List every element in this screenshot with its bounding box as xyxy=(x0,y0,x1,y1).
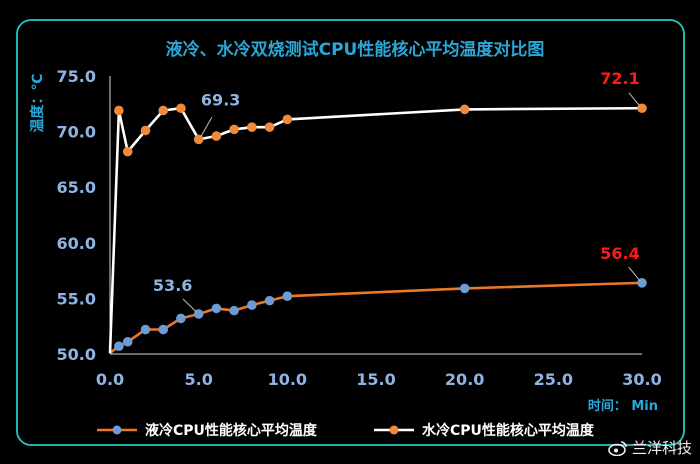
data-label-leader xyxy=(200,117,213,137)
x-tick-label: 30.0 xyxy=(622,370,661,389)
watermark-text: 兰洋科技 xyxy=(631,439,692,457)
data-point xyxy=(158,324,168,335)
data-label: 53.6 xyxy=(153,276,192,295)
series-lines xyxy=(108,106,643,354)
y-axis-title: 温度：℃ xyxy=(29,73,46,132)
data-point xyxy=(140,324,151,335)
data-label: 72.1 xyxy=(600,69,639,88)
series-markers xyxy=(114,103,647,352)
chart-title: 液冷、水冷双烧测试CPU性能核心平均温度对比图 xyxy=(166,39,545,60)
y-tick-label: 55.0 xyxy=(57,289,96,308)
x-tick-label: 25.0 xyxy=(534,370,573,389)
data-point xyxy=(193,134,204,145)
x-tick-label: 5.0 xyxy=(184,370,212,389)
data-label-leader xyxy=(628,266,641,282)
data-point xyxy=(211,131,222,141)
x-tick-label: 0.0 xyxy=(96,370,124,389)
x-tick-label: 20.0 xyxy=(445,370,484,389)
x-tick-label: 15.0 xyxy=(356,370,395,389)
data-point xyxy=(459,283,470,294)
data-point xyxy=(247,122,257,132)
data-point xyxy=(211,303,222,314)
chart-border xyxy=(16,19,685,446)
data-point xyxy=(140,125,151,136)
data-point xyxy=(176,103,186,114)
watermark: 兰洋科技 xyxy=(608,437,692,458)
y-tick-label: 60.0 xyxy=(57,234,96,253)
data-point xyxy=(114,341,124,352)
data-label-leader xyxy=(628,92,641,107)
x-axis-title: 时间： Min xyxy=(588,398,658,414)
data-point xyxy=(229,124,239,135)
y-tick-label: 70.0 xyxy=(57,123,96,142)
x-tick-label: 10.0 xyxy=(268,370,307,389)
data-label: 56.4 xyxy=(600,244,639,263)
data-point xyxy=(114,105,124,116)
data-point xyxy=(176,313,186,324)
data-point xyxy=(264,122,275,132)
legend: 液冷CPU性能核心平均温度 水冷CPU性能核心平均温度 xyxy=(97,422,595,439)
y-tick-label: 50.0 xyxy=(57,345,96,364)
data-point xyxy=(122,146,133,157)
data-point xyxy=(158,105,168,116)
weibo-icon xyxy=(608,440,627,456)
data-label: 69.3 xyxy=(201,90,240,109)
data-point xyxy=(247,300,257,310)
data-point xyxy=(122,336,133,347)
data-label-leader xyxy=(182,298,197,313)
legend-marker-liquid xyxy=(112,425,122,435)
legend-marker-water xyxy=(389,425,399,435)
data-point xyxy=(282,114,293,125)
legend-label-water: 水冷CPU性能核心平均温度 xyxy=(422,422,595,439)
data-point xyxy=(229,305,239,316)
legend-label-liquid: 液冷CPU性能核心平均温度 xyxy=(145,422,318,439)
axes: 50.0 55.0 60.0 65.0 70.0 75.0 0.0 5.0 10.0 15.0 20… xyxy=(57,67,662,389)
y-tick-label: 75.0 xyxy=(57,67,96,86)
data-point xyxy=(282,291,293,301)
data-point xyxy=(459,104,470,115)
annotations: 69.3 72.1 53.6 56.4 xyxy=(153,69,641,313)
data-point xyxy=(264,295,275,306)
y-tick-label: 65.0 xyxy=(57,178,96,197)
